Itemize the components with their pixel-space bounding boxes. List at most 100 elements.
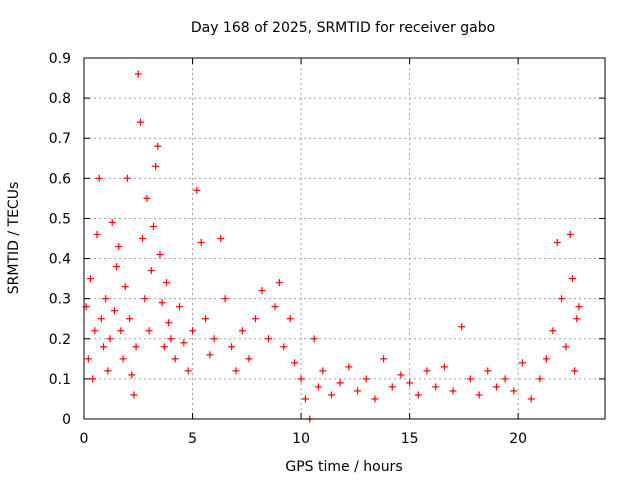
data-point [176,303,184,311]
data-point [440,363,448,371]
y-tick-label: 0.6 [49,171,71,187]
data-point [152,162,160,170]
y-tick-label: 0.7 [49,131,71,147]
data-point [221,295,229,303]
axis-ticks: 0 0.1 0.2 0.3 0.4 0.5 0.6 0.7 0.8 0.9 0 5 10 15 20 [49,51,605,447]
x-tick-label: 5 [188,431,197,447]
data-point [136,118,144,126]
data-point [162,279,170,287]
data-point [354,387,362,395]
data-point [397,371,405,379]
data-point [217,235,225,242]
data-point [251,315,259,323]
data-point [527,395,535,403]
data-point [97,315,105,323]
data-point [143,194,151,202]
data-point [501,375,509,383]
data-point [536,375,544,383]
data-point [245,355,253,363]
data-point [210,335,218,343]
data-point [123,174,131,182]
data-point [275,279,283,287]
data-point [423,367,431,375]
data-point [265,335,273,343]
data-point [327,391,335,399]
data-point [549,327,557,335]
data-point [519,359,527,367]
data-point [232,367,240,375]
data-point [154,142,162,150]
data-point [184,367,192,375]
y-tick-label: 0.2 [49,332,71,348]
data-point [553,239,561,247]
data-point [108,218,116,226]
x-tick-label: 20 [509,431,527,447]
data-point [113,263,121,271]
data-point [314,383,322,391]
data-point [171,355,179,363]
x-tick-label: 0 [80,431,89,447]
data-point [206,351,214,359]
y-tick-label: 0.5 [49,211,71,227]
y-tick-label: 0.9 [49,51,71,67]
y-tick-label: 0.8 [49,91,71,107]
data-point [271,303,279,311]
data-point [202,315,210,323]
data-point [141,295,149,303]
data-point [566,230,574,238]
data-point [197,239,205,247]
plot-frame [83,57,606,420]
data-point [126,315,134,323]
data-point [380,355,388,363]
data-point [571,367,579,375]
data-point [406,379,414,387]
chart-title: Day 168 of 2025, SRMTID for receiver gab… [191,20,495,36]
data-point [189,327,197,335]
data-point [228,343,236,351]
grid-lines [84,58,605,419]
data-point [119,355,127,363]
y-tick-label: 0.1 [49,372,71,388]
data-point [134,70,142,78]
y-tick-label: 0.3 [49,292,71,308]
data-point [158,299,166,307]
data-point [167,335,175,343]
data-point [414,391,422,399]
data-point [89,375,97,383]
data-points [82,70,583,423]
data-point [575,303,583,311]
data-point [121,283,129,291]
data-point [568,275,576,283]
data-point [510,387,518,395]
data-point [319,367,327,375]
data-point [193,186,201,194]
data-point [258,287,266,295]
data-point [149,222,157,230]
data-point [84,355,92,363]
data-point [95,174,103,182]
data-point [160,343,168,351]
data-point [128,371,136,379]
x-axis-title: GPS time / hours [285,459,402,475]
data-point [362,375,370,383]
data-point [102,295,110,303]
data-point [558,295,566,303]
data-point [345,363,353,371]
y-tick-label: 0.4 [49,252,71,268]
data-point [475,391,483,399]
data-point [449,387,457,395]
data-point [139,235,147,242]
data-point [573,315,581,323]
data-point [291,359,299,367]
data-point [106,335,114,343]
data-point [100,343,108,351]
data-point [145,327,153,335]
data-point [371,395,379,403]
data-point [87,275,95,283]
data-point [156,251,164,259]
data-point [132,343,140,351]
data-point [91,327,99,335]
data-point [542,355,550,363]
data-point [297,375,305,383]
